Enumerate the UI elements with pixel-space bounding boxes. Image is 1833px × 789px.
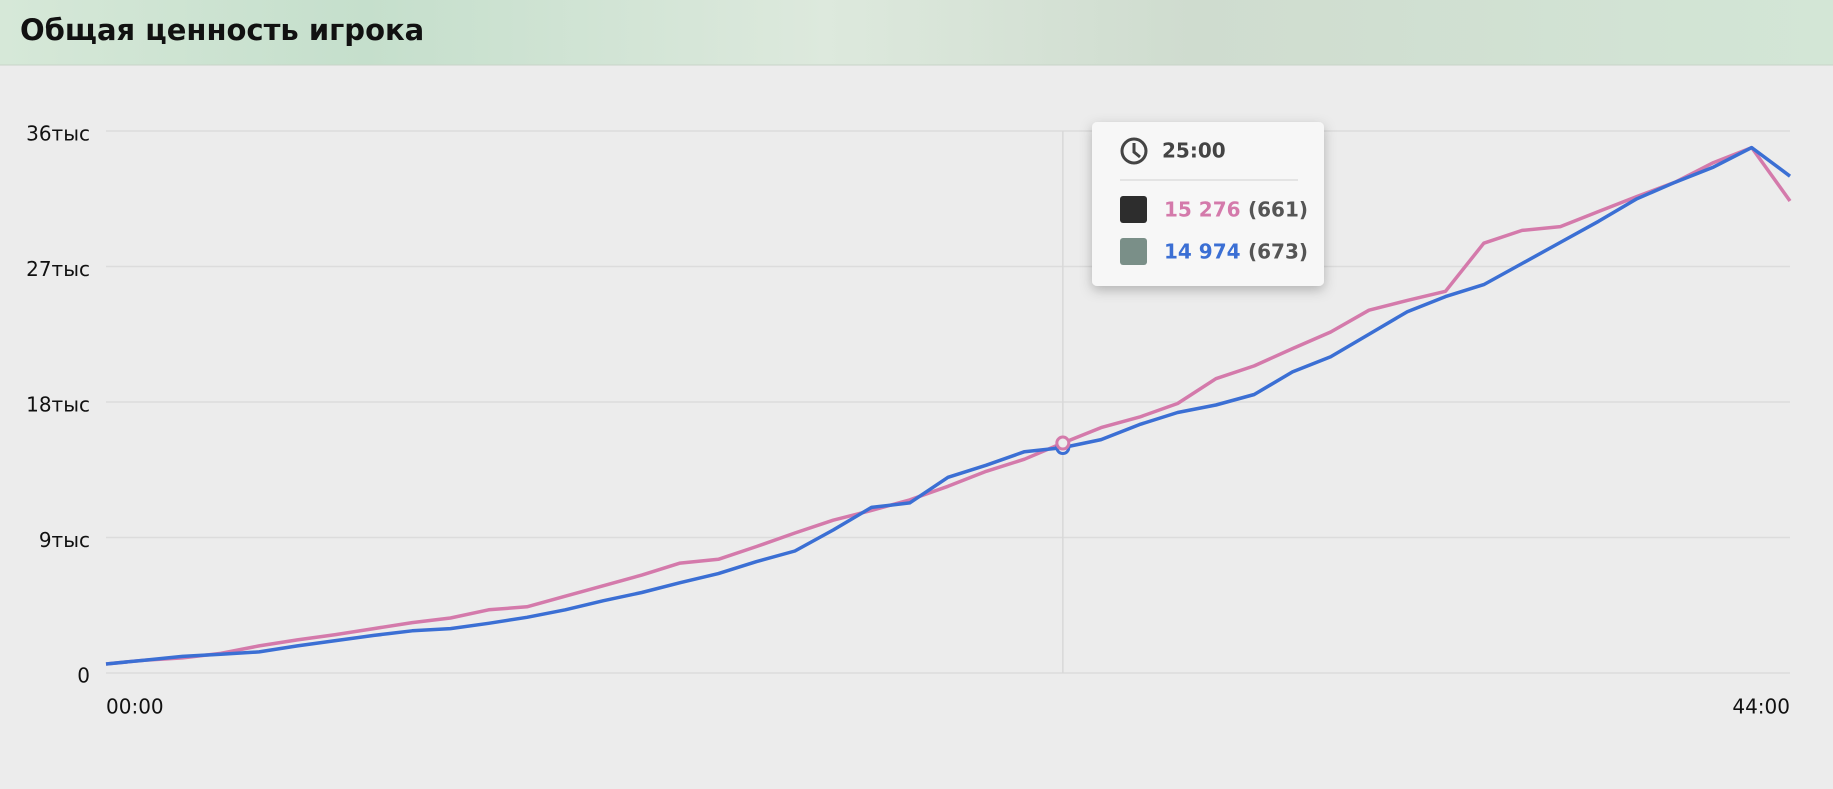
y-tick-label: 36тыс bbox=[26, 122, 90, 146]
header bbox=[0, 0, 1833, 65]
y-tick-label: 27тыс bbox=[26, 257, 90, 281]
x-tick-label: 44:00 bbox=[1732, 695, 1790, 719]
tooltip-extra: (673) bbox=[1248, 240, 1308, 264]
y-tick-label: 18тыс bbox=[26, 393, 90, 417]
x-tick-label: 00:00 bbox=[106, 695, 164, 719]
clock-icon bbox=[1120, 137, 1148, 165]
series-line bbox=[105, 145, 1792, 666]
hover-point bbox=[1055, 435, 1071, 451]
y-tick-label: 0 bbox=[77, 664, 90, 688]
tooltip-time: 25:00 bbox=[1162, 139, 1226, 163]
series-line bbox=[105, 145, 1792, 666]
hero-icon bbox=[1120, 238, 1147, 265]
tooltip-box bbox=[1092, 122, 1324, 286]
y-tick-label: 9тыс bbox=[39, 528, 90, 552]
tooltip-extra: (661) bbox=[1248, 198, 1308, 222]
tooltip-value: 15 276 bbox=[1164, 198, 1241, 222]
clock-hands bbox=[1132, 143, 1141, 159]
hero-icon bbox=[1120, 196, 1147, 223]
tooltip: 25:00 15 276 (661) 14 974 (673) bbox=[1092, 122, 1324, 286]
chart-title: Общая ценность игрока bbox=[20, 13, 424, 47]
tooltip-value: 14 974 bbox=[1164, 240, 1241, 264]
